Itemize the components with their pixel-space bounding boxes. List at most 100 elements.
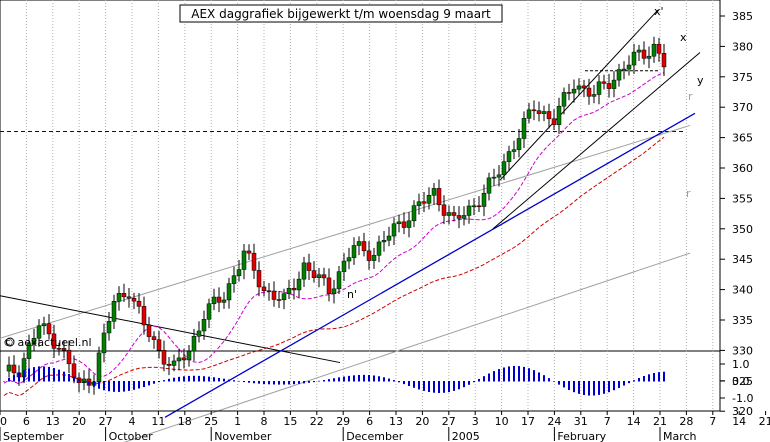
candle-down — [56, 348, 62, 350]
x-tick-label: 13 — [389, 415, 403, 428]
candle-down — [121, 293, 127, 298]
candle-up — [286, 287, 292, 294]
candle-up — [31, 337, 37, 345]
candle-up — [416, 201, 422, 206]
grid — [0, 0, 714, 411]
candle-down — [161, 349, 167, 365]
candle-down — [441, 204, 447, 216]
candle-up — [386, 235, 392, 241]
trendline-label: y — [697, 74, 704, 87]
candle-up — [6, 364, 12, 372]
candle-down — [291, 287, 297, 291]
indicator-tick-label: 1.0 — [732, 358, 750, 371]
x-tick-label: 6 — [366, 415, 373, 428]
channel-lower — [123, 252, 691, 442]
candle-down — [141, 306, 147, 326]
candle-up — [631, 51, 637, 66]
y-tick-label: 325 — [732, 375, 753, 388]
candle-down — [166, 363, 172, 366]
candle-up — [396, 221, 402, 225]
x-tick-label: 20 — [415, 415, 429, 428]
candle-down — [476, 205, 482, 208]
candle-up — [236, 269, 242, 276]
candle-up — [446, 212, 452, 216]
indicator-tick-label: 0.0 — [732, 375, 750, 388]
trendline-label: r — [688, 90, 693, 103]
x-tick-label: 17 — [521, 415, 535, 428]
month-label: October — [109, 430, 153, 442]
watermark: © aexactueel.nl — [3, 336, 92, 349]
y-tick-label: 335 — [732, 314, 753, 327]
y-tick-label: 340 — [732, 284, 753, 297]
candle-down — [531, 109, 537, 112]
candle-up — [296, 278, 302, 291]
indicator-y-axis: 1.0 0.0 -1.0 — [720, 358, 753, 405]
trendline-label: r — [686, 187, 691, 200]
title-box — [179, 4, 503, 23]
x-tick-label: 11 — [151, 415, 165, 428]
trendline-label: x' — [654, 5, 664, 18]
candle-up — [596, 81, 602, 95]
candle-down — [361, 241, 367, 252]
candle-down — [581, 85, 587, 89]
candle-down — [641, 49, 647, 59]
price-panel-frame — [0, 0, 721, 352]
candle-down — [271, 290, 277, 300]
x-tick-label: 6 — [23, 415, 30, 428]
x-tick-label: 21 — [759, 415, 770, 428]
candle-up — [336, 271, 342, 290]
candle-up — [611, 79, 617, 89]
candle-up — [506, 151, 512, 162]
candle-up — [526, 109, 532, 119]
candle-down — [266, 290, 272, 293]
candle-down — [436, 188, 442, 206]
candle-up — [496, 174, 502, 178]
candle-down — [51, 333, 57, 349]
x-tick-label: 25 — [204, 415, 218, 428]
month-label: December — [346, 430, 404, 442]
candle-down — [131, 297, 137, 302]
trend-n-prime — [0, 295, 341, 364]
x-tick-label: 24 — [547, 415, 561, 428]
candle-up — [511, 149, 517, 152]
month-label: 2005 — [452, 430, 480, 442]
candle-up — [26, 343, 32, 359]
candle-down — [156, 339, 162, 351]
candle-up — [561, 92, 567, 107]
candle-up — [516, 138, 522, 150]
candle-up — [501, 161, 507, 176]
candle-down — [661, 53, 667, 68]
candle-up — [376, 241, 382, 256]
candle-up — [406, 220, 412, 228]
candle-up — [461, 215, 467, 219]
x-tick-label: 1 — [234, 415, 241, 428]
x-tick-label: 8 — [261, 415, 268, 428]
ma-long — [3, 136, 665, 397]
candle-up — [241, 250, 247, 270]
candle-up — [196, 330, 202, 337]
x-tick-label: 31 — [574, 415, 588, 428]
y-tick-label: 360 — [732, 162, 753, 175]
candle-up — [106, 321, 112, 334]
y-tick-label: 320 — [732, 405, 753, 418]
candle-up — [351, 245, 357, 258]
trendline-label: x — [680, 31, 687, 44]
candle-down — [456, 215, 462, 219]
candle-up — [381, 240, 387, 243]
x-tick-label: 22 — [310, 415, 324, 428]
x-tick-label: 7 — [709, 415, 716, 428]
candle-down — [181, 357, 187, 361]
candle-up — [426, 195, 432, 204]
candle-down — [606, 83, 612, 89]
candle-down — [536, 110, 542, 114]
candle-up — [41, 323, 47, 327]
candle-up — [646, 55, 652, 59]
candle-up — [621, 68, 627, 71]
candle-up — [571, 88, 577, 94]
x-tick-label: 21 — [653, 415, 667, 428]
x-axis: 3061320274111825181522296132027310172431… — [0, 410, 770, 442]
x-tick-label: 18 — [178, 415, 192, 428]
x-tick-label: 30 — [0, 415, 7, 428]
candle-up — [541, 111, 547, 114]
x-tick-label: 20 — [72, 415, 86, 428]
